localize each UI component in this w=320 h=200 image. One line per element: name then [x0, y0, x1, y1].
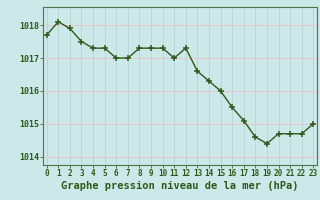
X-axis label: Graphe pression niveau de la mer (hPa): Graphe pression niveau de la mer (hPa) — [61, 181, 299, 191]
